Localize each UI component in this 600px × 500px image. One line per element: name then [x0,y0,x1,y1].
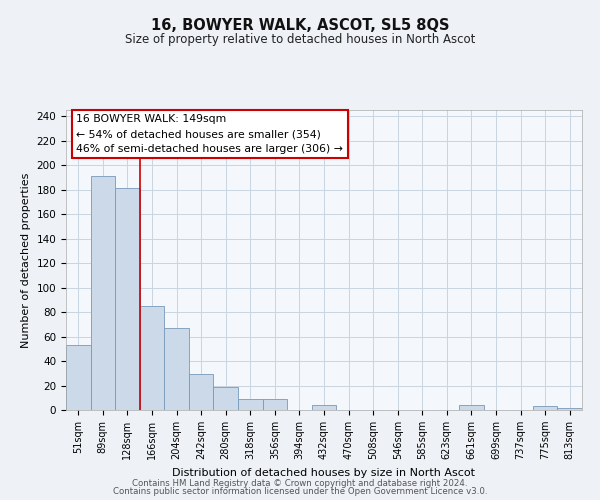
Text: Contains HM Land Registry data © Crown copyright and database right 2024.: Contains HM Land Registry data © Crown c… [132,478,468,488]
Bar [312,405,336,410]
Bar [214,386,238,410]
Bar [66,345,91,410]
X-axis label: Distribution of detached houses by size in North Ascot: Distribution of detached houses by size … [173,468,476,477]
Bar [459,405,484,410]
Text: Contains public sector information licensed under the Open Government Licence v3: Contains public sector information licen… [113,487,487,496]
Bar [263,399,287,410]
Bar [238,399,263,410]
Bar [164,328,189,410]
Bar [533,406,557,410]
Y-axis label: Number of detached properties: Number of detached properties [21,172,31,348]
Bar [140,306,164,410]
Bar [115,188,140,410]
Bar [557,408,582,410]
Text: 16, BOWYER WALK, ASCOT, SL5 8QS: 16, BOWYER WALK, ASCOT, SL5 8QS [151,18,449,32]
Bar [91,176,115,410]
Bar [189,374,214,410]
Text: Size of property relative to detached houses in North Ascot: Size of property relative to detached ho… [125,32,475,46]
Text: 16 BOWYER WALK: 149sqm
← 54% of detached houses are smaller (354)
46% of semi-de: 16 BOWYER WALK: 149sqm ← 54% of detached… [76,114,343,154]
